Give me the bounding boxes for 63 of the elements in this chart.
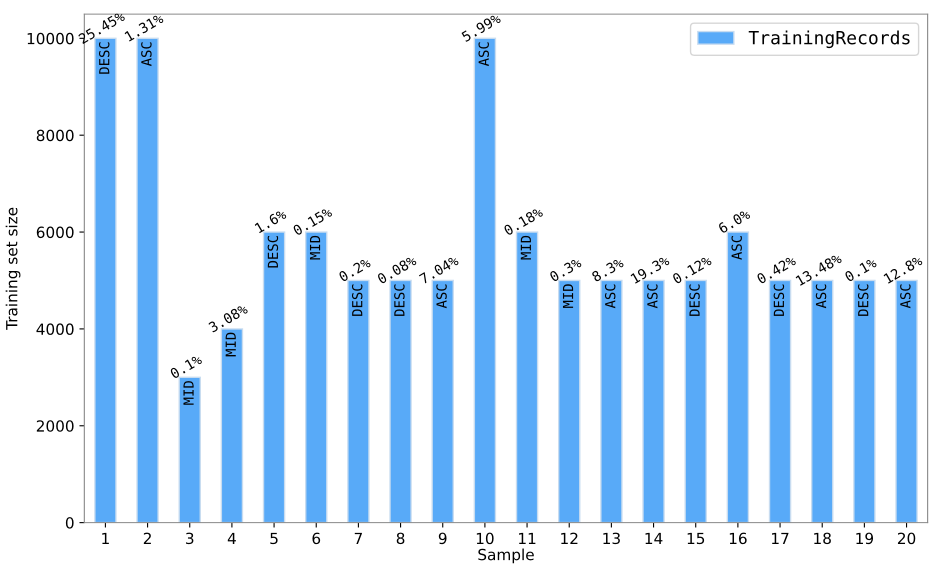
bar: [262, 231, 286, 523]
y-tick-label: 6000: [36, 226, 74, 238]
x-tick-label: 5: [270, 532, 278, 544]
annotation: 8.3%: [591, 256, 624, 282]
annotation: 0.2%: [338, 256, 372, 282]
x-tick-label: 13: [603, 532, 620, 544]
annotation: DESC: [268, 236, 278, 268]
annotation: 0.1%: [844, 256, 878, 282]
annotation: ASC: [900, 284, 911, 308]
annotation: ASC: [731, 236, 742, 260]
y-tick-label: 8000: [36, 130, 74, 142]
x-axis-title: Sample: [478, 548, 534, 564]
x-tick-label: 15: [688, 532, 704, 544]
bar: [347, 280, 370, 523]
annotation: ASC: [436, 284, 447, 308]
x-tick-label: 20: [898, 532, 916, 544]
annotation: DESC: [394, 284, 405, 316]
y-tick-label: 4000: [36, 323, 74, 335]
annotation: MID: [226, 332, 236, 356]
annotation: MID: [562, 284, 574, 308]
annotation: 1.6%: [254, 208, 288, 234]
x-tick-label: 14: [646, 532, 662, 544]
x-tick-label: 6: [312, 532, 320, 544]
bar: [558, 280, 580, 523]
x-tick-label: 9: [438, 532, 447, 544]
annotation: ASC: [604, 284, 616, 308]
x-tick-label: 12: [561, 532, 578, 544]
annotation: DESC: [352, 284, 362, 316]
x-tick-label: 7: [354, 532, 362, 544]
x-tick-label: 3: [186, 532, 194, 544]
annotation: MID: [183, 381, 194, 405]
y-tick-label: 0: [66, 517, 74, 529]
annotation: MID: [520, 236, 531, 260]
y-tick-label: 2000: [36, 420, 74, 432]
bar: [726, 231, 750, 523]
annotation: MID: [310, 236, 320, 260]
annotation: ASC: [816, 284, 826, 308]
annotation: DESC: [774, 284, 784, 316]
x-tick-label: 18: [814, 532, 831, 544]
annotation: 6.0%: [718, 208, 751, 234]
bar: [600, 280, 623, 523]
x-tick-label: 4: [228, 532, 236, 544]
annotation: 0.3%: [548, 256, 582, 282]
bar: [178, 376, 201, 523]
y-axis-title: Training set size: [6, 208, 20, 330]
annotation: DESC: [98, 42, 110, 74]
x-tick-label: 1: [102, 532, 109, 544]
annotation: ASC: [141, 42, 152, 66]
bar: [853, 280, 876, 523]
annotation: DESC: [689, 284, 700, 316]
x-tick-label: 8: [396, 532, 404, 544]
annotation: ASC: [647, 284, 658, 308]
annotation: 0.1%: [169, 354, 203, 380]
x-tick-label: 16: [730, 532, 747, 544]
x-tick-label: 10: [476, 532, 494, 544]
legend-label: TrainingRecords: [748, 30, 910, 48]
x-tick-label: 17: [772, 532, 788, 544]
x-tick-label: 11: [519, 532, 536, 544]
x-tick-label: 2: [144, 532, 151, 544]
annotation: ASC: [478, 42, 489, 66]
x-tick-label: 19: [856, 532, 874, 544]
annotation: DESC: [858, 284, 868, 316]
y-tick-label: 10000: [28, 32, 74, 44]
